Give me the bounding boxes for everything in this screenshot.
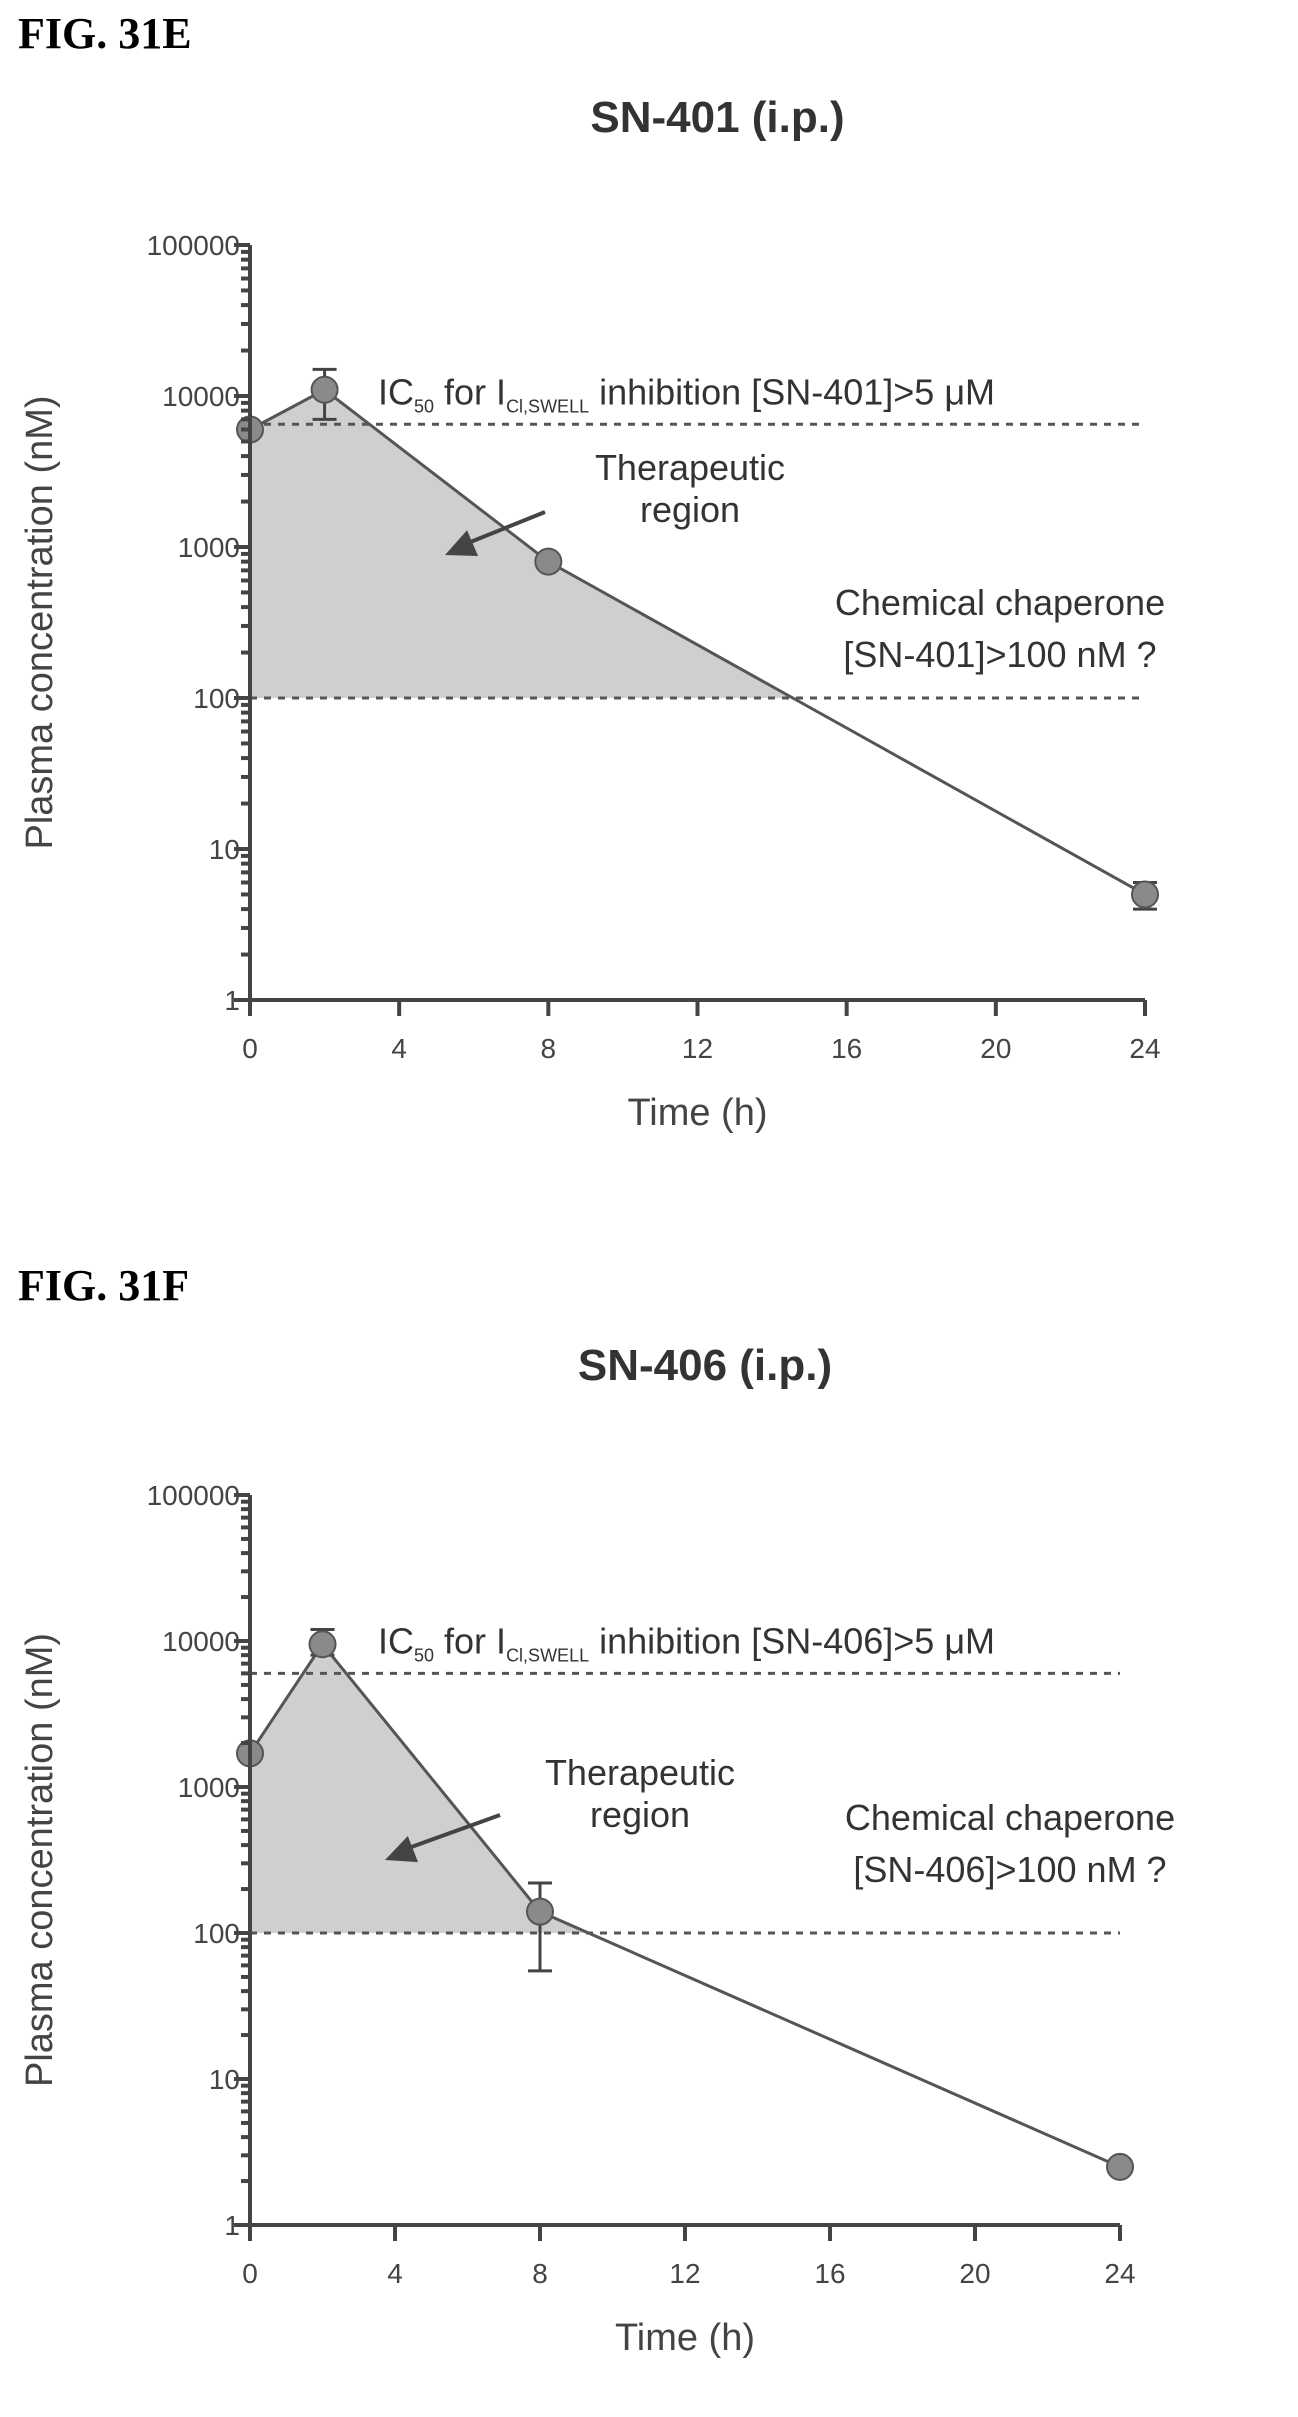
- chart-sn406: SN-406 (i.p.) 1 10 100 1000 10000 100000 0 4 8 12 1…: [19, 1341, 1175, 2359]
- y-tick-label: 10000: [162, 1626, 240, 1657]
- data-point: [1131, 880, 1159, 909]
- y-axis-label: Plasma concentration (nM): [19, 1633, 61, 2087]
- x-tick-label: 8: [541, 1033, 557, 1064]
- x-axis-label: Time (h): [627, 1092, 767, 1134]
- x-tick-label: 4: [387, 2258, 403, 2289]
- x-tick-label: 24: [1129, 1033, 1160, 1064]
- ic50-annotation: IC50 for ICl,SWELL inhibition [SN-406]>5…: [378, 1620, 995, 1665]
- region-label-line1: Therapeutic: [545, 1752, 735, 1793]
- series-line: [248, 1641, 1121, 2169]
- x-tick-label: 20: [980, 1033, 1011, 1064]
- region-label-line1: Therapeutic: [595, 447, 785, 488]
- data-point: [308, 1630, 337, 1659]
- x-tick-label: 4: [391, 1033, 407, 1064]
- y-tick-label: 10000: [162, 381, 240, 412]
- x-axis-label: Time (h): [615, 2317, 755, 2359]
- ic50-annotation: IC50 for ICl,SWELL inhibition [SN-401]>5…: [378, 371, 995, 416]
- y-axis-label: Plasma concentration (nM): [19, 395, 61, 849]
- x-tick-label: 12: [669, 2258, 700, 2289]
- y-tick-label: 100000: [147, 1480, 240, 1511]
- region-arrow: [402, 1813, 501, 1852]
- x-tick-label: 12: [682, 1033, 713, 1064]
- chart-sn401: SN-401 (i.p.) 1 10 100 1000 10000 100000 0 4 8 12 1…: [19, 93, 1165, 1134]
- x-tick-label: 16: [831, 1033, 862, 1064]
- chaperone-annotation-line2: [SN-401]>100 nM ?: [843, 634, 1156, 675]
- error-bar: [528, 1881, 552, 1973]
- region-arrow-head: [385, 1836, 419, 1863]
- y-tick-label: 10: [209, 834, 240, 865]
- therapeutic-region: [250, 389, 793, 698]
- data-point: [310, 375, 339, 404]
- region-arrow: [462, 510, 546, 547]
- figure-label-e: FIG. 31E: [18, 9, 192, 58]
- x-tick-label: 16: [814, 2258, 845, 2289]
- therapeutic-region: [250, 1644, 589, 1933]
- figure-label-f: FIG. 31F: [18, 1261, 190, 1310]
- chart-title: SN-401 (i.p.): [590, 93, 844, 142]
- y-tick-label: 1: [224, 2210, 240, 2241]
- data-point: [1106, 2152, 1134, 2181]
- y-tick-label: 100: [193, 1918, 240, 1949]
- x-tick-label: 0: [242, 1033, 258, 1064]
- chaperone-annotation-line1: Chemical chaperone: [835, 582, 1165, 623]
- y-tick-label: 100000: [147, 230, 240, 261]
- y-tick-label: 1000: [178, 1772, 240, 1803]
- x-tick-label: 8: [532, 2258, 548, 2289]
- region-label-line2: region: [590, 1794, 690, 1835]
- chart-title: SN-406 (i.p.): [578, 1341, 832, 1390]
- x-tick-label: 20: [959, 2258, 990, 2289]
- y-tick-label: 10: [209, 2064, 240, 2095]
- x-tick-label: 0: [242, 2258, 258, 2289]
- y-tick-label: 100: [193, 683, 240, 714]
- y-tick-label: 1: [224, 985, 240, 1016]
- data-point: [526, 1897, 554, 1926]
- y-tick-label: 1000: [178, 532, 240, 563]
- chaperone-annotation-line1: Chemical chaperone: [845, 1797, 1175, 1838]
- region-arrow-head: [445, 530, 479, 557]
- region-label-line2: region: [640, 489, 740, 530]
- series-line: [249, 387, 1146, 896]
- chaperone-annotation-line2: [SN-406]>100 nM ?: [853, 1849, 1166, 1890]
- data-point: [534, 547, 563, 576]
- x-tick-label: 24: [1104, 2258, 1135, 2289]
